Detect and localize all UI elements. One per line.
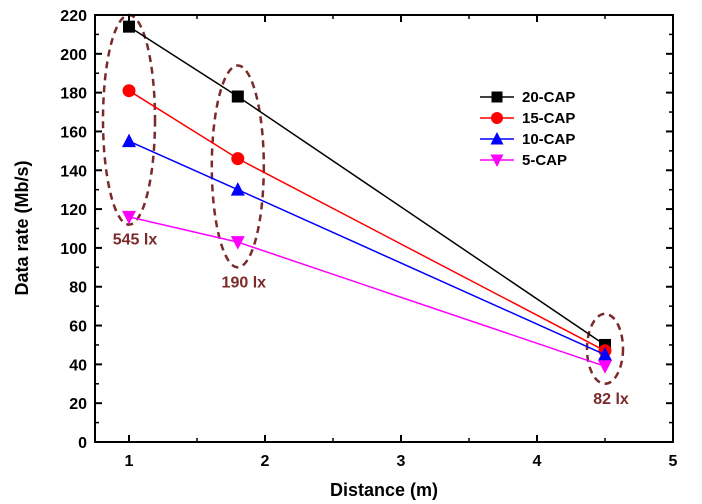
- series-layer: [122, 20, 612, 374]
- annotation-layer: 545 lx 190 lx 82 lx: [101, 13, 629, 408]
- annotation-ellipse: [101, 13, 157, 226]
- y-tick-label: 180: [60, 86, 87, 103]
- y-tick-label: 220: [60, 8, 87, 25]
- y-tick-label: 60: [69, 319, 87, 336]
- y-axis-title: Data rate (Mb/s): [12, 160, 32, 295]
- y-tick-label: 160: [60, 124, 87, 141]
- data-point: [122, 210, 136, 225]
- annotation-label: 190 lx: [222, 274, 267, 291]
- x-tick-label: 5: [669, 453, 678, 470]
- series-line: [128, 90, 606, 352]
- data-point: [230, 182, 245, 196]
- annotation-ellipse: [585, 312, 625, 386]
- x-tick-label: 1: [125, 453, 134, 470]
- data-point: [490, 132, 504, 145]
- y-tick-label: 120: [60, 202, 87, 219]
- series-line: [128, 216, 606, 368]
- data-point: [491, 112, 503, 124]
- x-tick-label: 3: [397, 453, 406, 470]
- data-point: [490, 154, 504, 167]
- data-point: [122, 84, 136, 98]
- x-tick-label: 2: [261, 453, 270, 470]
- data-point: [122, 133, 136, 148]
- series-line: [128, 26, 606, 346]
- y-tick-label: 100: [60, 241, 87, 258]
- x-tick-label: 4: [533, 453, 542, 470]
- data-point: [491, 91, 503, 103]
- y-tick-label: 40: [69, 357, 87, 374]
- legend-label: 15-CAP: [522, 110, 575, 127]
- data-point: [123, 20, 135, 33]
- legend: 20-CAP 15-CAP 10-CAP 5-CAP: [480, 89, 575, 169]
- y-tick-label: 200: [60, 47, 87, 64]
- series-line: [128, 140, 606, 356]
- legend-label: 20-CAP: [522, 89, 575, 106]
- data-point: [231, 152, 245, 166]
- y-tick-label: 20: [69, 396, 87, 413]
- data-point: [230, 236, 245, 250]
- legend-label: 5-CAP: [522, 152, 567, 169]
- x-axis-title: Distance (m): [330, 480, 438, 500]
- axes-layer: Distance (m) Data rate (Mb/s) 0 20 40 60 80 1…: [12, 8, 678, 500]
- y-tick-label: 80: [69, 280, 87, 297]
- data-point: [231, 90, 244, 103]
- annotation-label: 545 lx: [113, 232, 158, 249]
- annotation-label: 82 lx: [593, 391, 629, 408]
- y-tick-label: 0: [78, 435, 87, 452]
- data-point: [598, 360, 612, 374]
- data-point: [598, 347, 612, 361]
- annotation-ellipse: [210, 64, 266, 269]
- legend-label: 10-CAP: [522, 131, 575, 148]
- y-tick-label: 140: [60, 163, 87, 180]
